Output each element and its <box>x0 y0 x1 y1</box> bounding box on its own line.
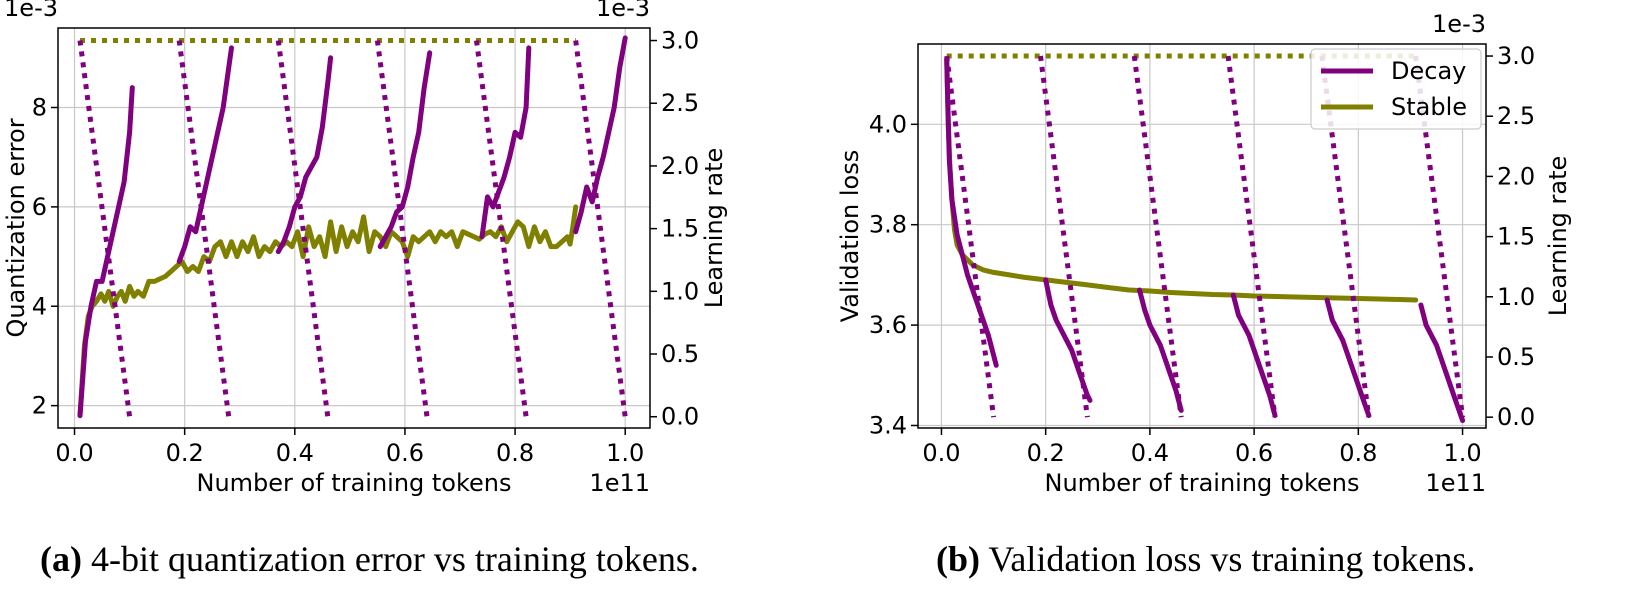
chart-b-ytick-label-1: 3.6 <box>869 311 907 339</box>
chart-b-y2tick-label-0: 0.0 <box>1497 403 1535 431</box>
chart-b-y2tick-label-6: 3.0 <box>1497 42 1535 70</box>
chart-a-ylabel: Quantization error <box>2 118 30 337</box>
chart-a-y-offset: 1e-3 <box>4 0 58 22</box>
chart-a-xtick-label-5: 1.0 <box>606 439 644 467</box>
chart-a-xtick-label-1: 0.2 <box>166 439 204 467</box>
chart-a-y2tick-label-5: 2.5 <box>661 89 699 117</box>
chart-b-series-3 <box>1137 287 1184 413</box>
chart-a-xtick-label-3: 0.6 <box>386 439 424 467</box>
chart-a-ytick-label-0: 2 <box>32 392 47 420</box>
chart-a-y2tick-label-3: 1.5 <box>661 215 699 243</box>
chart-a-ytick-label-2: 6 <box>32 193 47 221</box>
chart-a-series-9-lr <box>176 40 232 418</box>
chart-a-xlabel: Number of training tokens <box>196 469 511 497</box>
chart-b-xtick-label-5: 1.0 <box>1443 439 1481 467</box>
chart-a-y2tick-label-2: 1.0 <box>661 277 699 305</box>
chart-a-series-10-lr <box>275 40 331 418</box>
caption-b-label: (b) <box>936 539 980 579</box>
chart-a-xtick-label-2: 0.4 <box>276 439 314 467</box>
chart-b-xtick-label-4: 0.8 <box>1339 439 1377 467</box>
chart-a-series-6 <box>573 35 628 235</box>
chart-a-y2tick-label-1: 0.5 <box>661 340 699 368</box>
chart-a-xtick-label-0: 0.0 <box>55 439 93 467</box>
chart-a-y2label: Learning rate <box>700 148 728 309</box>
chart-a-series-11-lr <box>374 40 430 418</box>
chart-b-series-4 <box>1230 292 1278 418</box>
chart-b-series-6 <box>1418 302 1466 423</box>
chart-b-xtick-label-3: 0.6 <box>1235 439 1273 467</box>
chart-a-series-0 <box>77 204 579 419</box>
chart-b-x-offset: 1e11 <box>1425 469 1486 497</box>
caption-a-text: 4-bit quantization error vs training tok… <box>90 539 699 579</box>
chart-a-series-8-lr <box>77 40 133 418</box>
chart-a-y2tick-label-6: 3.0 <box>661 27 699 55</box>
chart-b-legend-label-0: Decay <box>1391 57 1466 85</box>
chart-b-legend-label-1: Stable <box>1391 93 1467 121</box>
chart-b-xtick-label-2: 0.4 <box>1131 439 1169 467</box>
chart-a-series-2 <box>176 45 234 264</box>
chart-quantization-error: 0.0 0.2 0.4 0.6 0.8 1.0 2 4 6 8 0.0 0.5 1.0 1.5 2.0 2.5… <box>2 0 728 497</box>
chart-a-ytick-label-3: 8 <box>32 94 47 122</box>
chart-b-series-5 <box>1324 297 1372 418</box>
chart-b-y2tick-label-4: 2.0 <box>1497 162 1535 190</box>
chart-a-series-13-lr <box>573 40 628 418</box>
chart-b-y2tick-label-3: 1.5 <box>1497 223 1535 251</box>
caption-a-label: (a) <box>40 539 82 579</box>
chart-b-y2tick-label-2: 1.0 <box>1497 283 1535 311</box>
chart-a-series-12-lr <box>474 40 529 418</box>
chart-a-x-offset: 1e11 <box>589 469 650 497</box>
chart-b-xtick-label-0: 0.0 <box>922 439 960 467</box>
chart-a-xtick-label-4: 0.8 <box>496 439 534 467</box>
chart-b-series-11-lr <box>1225 55 1278 418</box>
chart-a-plot-frame <box>57 27 651 429</box>
chart-validation-loss: 0.0 0.2 0.4 0.6 0.8 1.03.43.63.84.00.00.51.01… <box>836 10 1572 497</box>
chart-a-series-3 <box>275 55 334 255</box>
chart-b-y2label: Learning rate <box>1544 156 1572 317</box>
caption-b-text: Validation loss vs training tokens. <box>988 539 1476 579</box>
chart-a-y2-offset: 1e-3 <box>596 0 650 22</box>
chart-a-ytick-label-1: 4 <box>32 292 47 320</box>
chart-b-series-9-lr <box>1038 55 1090 418</box>
chart-a-y2tick-label-0: 0.0 <box>661 403 699 431</box>
caption-a: (a) 4-bit quantization error vs training… <box>40 538 699 580</box>
chart-b-y2tick-label-1: 0.5 <box>1497 343 1535 371</box>
chart-b-xtick-label-1: 0.2 <box>1027 439 1065 467</box>
chart-a-y2tick-label-4: 2.0 <box>661 152 699 180</box>
chart-b-xlabel: Number of training tokens <box>1044 469 1359 497</box>
chart-b-ytick-label-0: 3.4 <box>869 411 907 439</box>
chart-a-series-1 <box>77 85 135 419</box>
chart-b-ylabel: Validation loss <box>836 150 864 323</box>
chart-b-ytick-label-3: 4.0 <box>869 110 907 138</box>
chart-a-series-5 <box>479 45 532 240</box>
chart-b-series-1 <box>944 56 999 368</box>
chart-b-series-2 <box>1043 277 1093 403</box>
chart-a-series-4 <box>377 50 433 250</box>
chart-b-ytick-label-2: 3.8 <box>869 211 907 239</box>
chart-b-series-10-lr <box>1131 55 1184 418</box>
chart-b-y2tick-label-5: 2.5 <box>1497 102 1535 130</box>
caption-b: (b) Validation loss vs training tokens. <box>936 538 1475 580</box>
chart-b-y2-offset: 1e-3 <box>1432 10 1486 38</box>
